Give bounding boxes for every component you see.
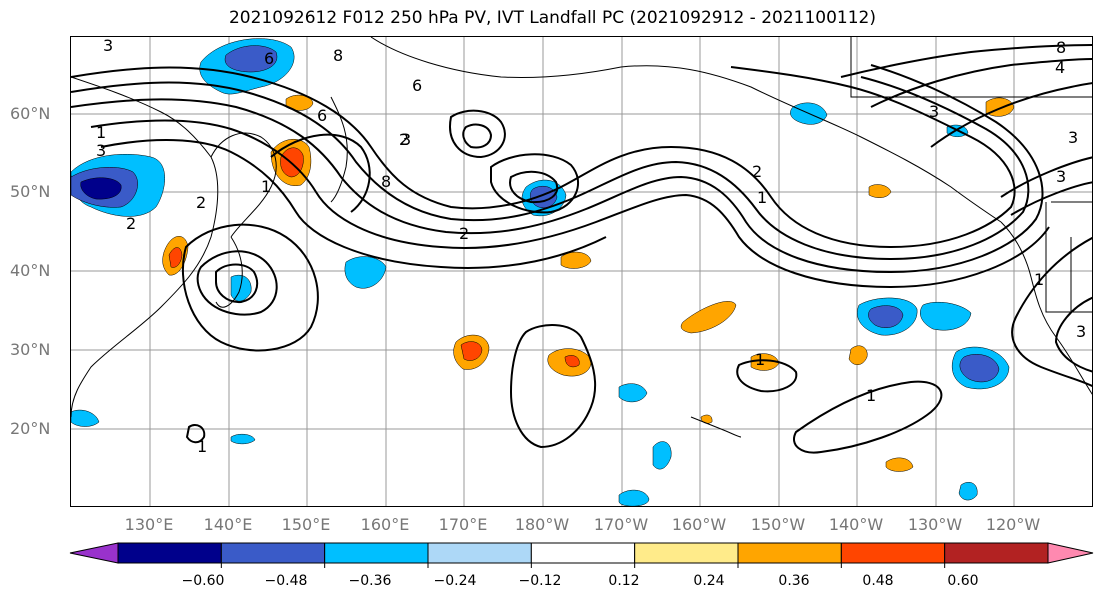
negative-anomaly-small-5	[71, 409, 100, 427]
contour-label: 4	[1055, 58, 1065, 77]
colorbar-tick: −0.60	[181, 573, 225, 589]
lon-label-150w: 150°W	[750, 515, 806, 534]
contour-label: 6	[317, 106, 327, 125]
negative-anomaly-small-6	[230, 433, 256, 445]
positive-anomaly-small-3	[848, 345, 868, 365]
lon-label-180w: 180°W	[514, 515, 570, 534]
contour-label: 2	[399, 130, 409, 149]
positive-anomaly-japan-sea-core	[168, 247, 183, 268]
map-canvas: 3 6 8 6 1 3 6 3 2 8 2 1 2 1 1 1 3 4 8 3 …	[71, 37, 1092, 506]
colorbar-tick: 0.48	[862, 573, 894, 589]
negative-anomaly-small-1	[618, 383, 648, 403]
contour-labels: 3 6 8 6 1 3 6 3 2 8 2 1 2 1 1 1 3 4 8 3 …	[96, 37, 1086, 456]
colorbar-segment	[634, 542, 739, 564]
contour-label: 1	[96, 123, 106, 142]
colorbar-segment	[220, 542, 326, 564]
positive-anomaly-180-40n	[560, 251, 592, 269]
lon-label-150e: 150°E	[281, 515, 331, 534]
colorbar-extend-high	[1047, 542, 1094, 564]
contour-label: 3	[401, 130, 411, 149]
contour-label: 8	[381, 172, 391, 191]
contour-label: 1	[1034, 270, 1044, 289]
negative-anomaly-135w	[920, 302, 972, 331]
negative-anomaly-140w-core	[868, 305, 904, 328]
lon-label-160e: 160°E	[360, 515, 410, 534]
colorbar-segment	[427, 542, 532, 564]
contour-label: 2	[752, 162, 762, 181]
positive-anomaly-175w-core	[564, 355, 580, 368]
colorbar-segment	[944, 542, 1049, 564]
lon-label-170e: 170°E	[438, 515, 488, 534]
lon-label-140e: 140°E	[203, 515, 253, 534]
lon-label-120w: 120°W	[985, 515, 1041, 534]
negative-anomaly-160e	[344, 256, 387, 289]
colorbar-tick: 0.36	[778, 573, 810, 589]
negative-anomaly-small-3	[618, 489, 650, 506]
colorbar-tick: −0.48	[264, 573, 308, 589]
colorbar-extend-low	[69, 542, 119, 564]
colorbar-segment	[324, 542, 429, 564]
colorbar-tick: −0.12	[518, 573, 562, 589]
colorbar-tick: −0.36	[348, 573, 392, 589]
contour-label: 3	[1076, 322, 1086, 341]
colorbar-tick: 0.60	[947, 573, 979, 589]
colorbar-segment	[840, 542, 946, 564]
contour-label: 8	[333, 46, 343, 65]
lat-label-30n: 30°N	[10, 340, 51, 359]
lat-label-40n: 40°N	[10, 261, 51, 280]
contour-label: 1	[866, 386, 876, 405]
contour-label: 2	[196, 193, 206, 212]
colorbar-tick: 0.12	[608, 573, 640, 589]
lon-label-170w: 170°W	[593, 515, 649, 534]
contour-label: 3	[103, 37, 113, 55]
lon-label-140w: 140°W	[828, 515, 884, 534]
lat-label-20n: 20°N	[10, 419, 51, 438]
colorbar-segment	[530, 542, 636, 564]
contour-label: 6	[264, 49, 274, 68]
contour-label: 3	[96, 141, 106, 160]
contour-label: 6	[412, 76, 422, 95]
negative-anomaly-okhotsk-max	[80, 177, 122, 200]
ivt-contours	[71, 44, 1092, 454]
positive-anomaly-170e-core	[460, 341, 483, 361]
lon-label-160w: 160°W	[671, 515, 727, 534]
contour-label: 1	[197, 437, 207, 456]
graticule	[71, 37, 1092, 506]
contour-label: 3	[1056, 167, 1066, 186]
contour-label: 8	[1056, 38, 1066, 57]
colorbar-segment	[737, 542, 842, 564]
contour-label: 3	[1068, 128, 1078, 147]
colorbar-tick: −0.24	[433, 573, 477, 589]
coastlines	[71, 37, 1092, 438]
lon-label-130w: 130°W	[907, 515, 963, 534]
contour-label: 1	[755, 350, 765, 369]
contour-label: 3	[929, 102, 939, 121]
map-panel: 3 6 8 6 1 3 6 3 2 8 2 1 2 1 1 1 3 4 8 3 …	[70, 36, 1093, 507]
lat-label-50n: 50°N	[10, 182, 51, 201]
negative-anomaly-top-core	[224, 45, 278, 73]
lat-label-60n: 60°N	[10, 104, 51, 123]
positive-anomaly-160w	[680, 301, 737, 334]
contour-label: 2	[459, 224, 469, 243]
positive-anomaly-small-5	[885, 457, 914, 472]
negative-anomaly-125w-core	[959, 354, 1000, 383]
contour-label: 1	[261, 177, 271, 196]
lon-label-130e: 130°E	[124, 515, 174, 534]
contour-label: 1	[757, 188, 767, 207]
negative-anomaly-small-2	[652, 441, 672, 470]
colorbar-tick: 0.24	[693, 573, 725, 589]
contour-label: 2	[126, 214, 136, 233]
positive-anomaly-small-4	[868, 184, 892, 198]
negative-anomaly-small-4	[958, 482, 978, 501]
map-title: 2021092612 F012 250 hPa PV, IVT Landfall…	[228, 8, 876, 28]
pv-anomaly-fills	[71, 38, 1015, 506]
colorbar-segment	[117, 542, 222, 564]
